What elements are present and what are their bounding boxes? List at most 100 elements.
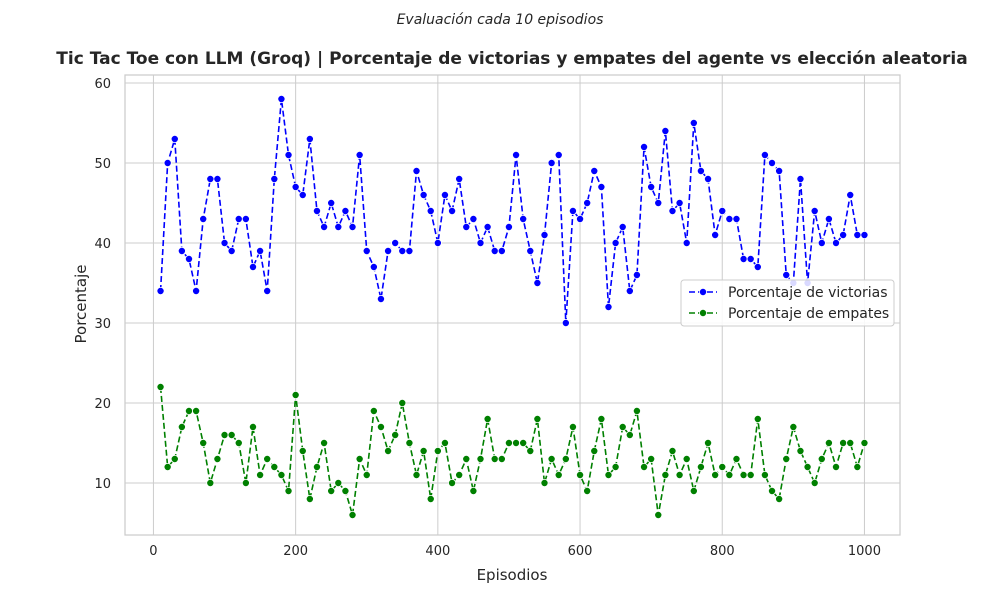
- data-point: [846, 438, 855, 447]
- data-point: [810, 206, 819, 215]
- data-point: [689, 486, 698, 495]
- data-point: [405, 246, 414, 255]
- data-point: [227, 246, 236, 255]
- data-point: [184, 406, 193, 415]
- data-point: [611, 238, 620, 247]
- legend-label: Porcentaje de victorias: [728, 285, 888, 301]
- data-point: [775, 494, 784, 503]
- data-point: [284, 150, 293, 159]
- data-point: [583, 486, 592, 495]
- data-point: [440, 190, 449, 199]
- data-point: [682, 454, 691, 463]
- data-point: [554, 470, 563, 479]
- data-point: [327, 198, 336, 207]
- data-point: [782, 454, 791, 463]
- data-point: [810, 478, 819, 487]
- data-point: [241, 214, 250, 223]
- x-axis-label: Episodios: [477, 566, 548, 584]
- data-point: [341, 486, 350, 495]
- data-point: [689, 119, 698, 128]
- series-line: [159, 386, 866, 516]
- y-axis-label: Porcentaje: [72, 265, 90, 344]
- data-point: [476, 238, 485, 247]
- plot-area-frame: [124, 74, 901, 536]
- data-point: [590, 446, 599, 455]
- data-point: [384, 246, 393, 255]
- data-point: [462, 454, 471, 463]
- data-point: [583, 198, 592, 207]
- data-point: [355, 454, 364, 463]
- data-point: [547, 158, 556, 167]
- data-point: [775, 166, 784, 175]
- data-point: [625, 286, 634, 295]
- data-point: [320, 438, 329, 447]
- data-point: [526, 446, 535, 455]
- data-point: [341, 206, 350, 215]
- data-point: [654, 510, 663, 519]
- data-point: [732, 454, 741, 463]
- data-point: [824, 438, 833, 447]
- data-point: [355, 150, 364, 159]
- data-point: [526, 246, 535, 255]
- data-point: [675, 198, 684, 207]
- data-point: [263, 454, 272, 463]
- data-point: [696, 166, 705, 175]
- data-point: [490, 246, 499, 255]
- data-point: [860, 438, 869, 447]
- y-tick-label: 50: [94, 157, 111, 172]
- y-tick-label: 60: [94, 77, 111, 92]
- data-point: [291, 390, 300, 399]
- data-point: [277, 95, 286, 104]
- data-point: [576, 470, 585, 479]
- chart-title: Tic Tac Toe con LLM (Groq) | Porcentaje …: [56, 49, 967, 69]
- legend-item: Porcentaje de victorias: [689, 285, 888, 301]
- data-point: [746, 254, 755, 263]
- legend-marker: [699, 287, 708, 296]
- data-point: [448, 206, 457, 215]
- data-point: [156, 286, 165, 295]
- data-point: [540, 230, 549, 239]
- data-point: [433, 238, 442, 247]
- data-point: [625, 430, 634, 439]
- chart-subtitle: Evaluación cada 10 episodios: [397, 12, 604, 28]
- data-point: [725, 470, 734, 479]
- data-point: [654, 198, 663, 207]
- legend-box: [680, 279, 895, 327]
- data-point: [725, 214, 734, 223]
- data-point: [554, 150, 563, 159]
- data-point: [298, 446, 307, 455]
- y-tick-label: 10: [94, 477, 111, 492]
- data-point: [412, 166, 421, 175]
- legend: Porcentaje de victorias Porcentaje de emp…: [680, 279, 895, 327]
- data-point: [284, 486, 293, 495]
- data-point: [590, 166, 599, 175]
- data-point: [362, 470, 371, 479]
- data-point: [256, 246, 265, 255]
- data-point: [533, 414, 542, 423]
- data-point: [519, 214, 528, 223]
- y-tick-label: 20: [94, 397, 111, 412]
- data-point: [277, 470, 286, 479]
- data-point: [675, 470, 684, 479]
- data-point: [362, 246, 371, 255]
- data-point: [597, 414, 606, 423]
- x-tick-label: 200: [283, 544, 308, 559]
- data-point: [440, 438, 449, 447]
- data-point: [369, 262, 378, 271]
- data-point: [419, 190, 428, 199]
- data-point: [661, 127, 670, 136]
- data-point: [504, 222, 513, 231]
- data-point: [405, 438, 414, 447]
- data-point: [832, 462, 841, 471]
- data-point: [668, 446, 677, 455]
- data-point: [369, 406, 378, 415]
- series-1: [156, 95, 869, 327]
- data-point: [497, 246, 506, 255]
- data-point: [860, 230, 869, 239]
- data-point: [241, 478, 250, 487]
- data-point: [177, 246, 186, 255]
- data-point: [419, 446, 428, 455]
- data-point: [512, 438, 521, 447]
- y-tick-label: 30: [94, 317, 111, 332]
